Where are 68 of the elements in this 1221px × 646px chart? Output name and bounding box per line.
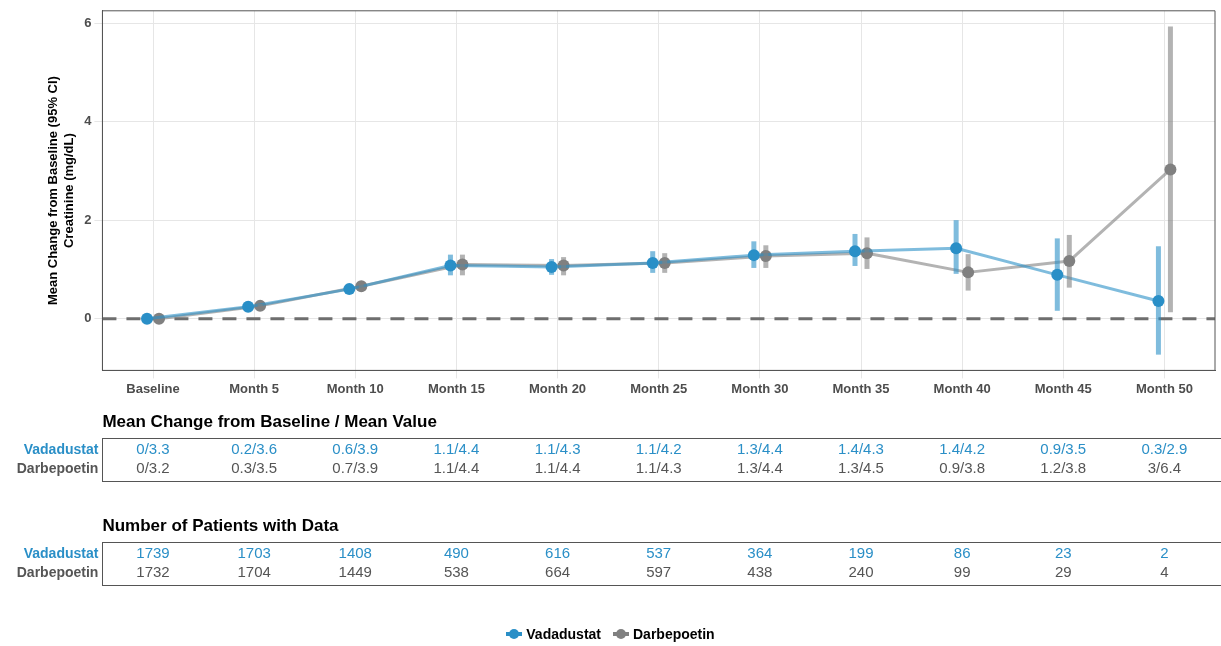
data-label: 1.2/3.8 (1040, 459, 1087, 476)
x-tick-label: Month 50 (1135, 380, 1193, 396)
y-axis-title: Mean Change from Baseline (95% CI) Creatinine (mg/dL) (45, 76, 76, 306)
y-tick-label: 4 (84, 113, 93, 129)
text: Number of Patients with Data (102, 516, 339, 536)
text: 1408 (338, 544, 372, 561)
text: Mean Change from Baseline / Mean Value (102, 412, 437, 432)
text: 99 (953, 563, 971, 580)
text: Vadadustat (23, 545, 99, 561)
text: 537 (646, 544, 672, 561)
x-tick-label: Month 30 (731, 380, 789, 396)
text: 1703 (237, 544, 271, 561)
data-label: 1.3/4.5 (838, 459, 884, 476)
legend-label: Darbepoetin (633, 626, 715, 642)
x-tick-label: Month 5 (229, 380, 280, 396)
text: Vadadustat (23, 441, 99, 457)
text: 490 (443, 544, 469, 561)
data-label: 0.2/3.6 (231, 440, 278, 457)
text: 364 (747, 544, 773, 561)
x-tick-label: Month 10 (326, 380, 384, 396)
y-tick-label: 6 (84, 14, 92, 30)
data-label: 0.9/3.8 (939, 459, 986, 476)
data-label: 0/3.3 (136, 440, 170, 457)
data-label: 0.9/3.5 (1040, 440, 1087, 457)
text: 240 (848, 563, 874, 580)
y-tick-label: 0 (84, 310, 92, 326)
x-tick-label: Baseline (126, 380, 180, 396)
text: 2 (1160, 544, 1169, 561)
legend-label: Vadadustat (526, 626, 601, 642)
data-label: 1.1/4.4 (534, 459, 581, 476)
text: 1449 (338, 563, 372, 580)
text: 1704 (237, 563, 271, 580)
x-tick-label: Month 25 (630, 380, 688, 396)
text: 664 (545, 563, 571, 580)
data-label: 1.1/4.4 (433, 440, 480, 457)
text: 1732 (136, 563, 170, 580)
data-label: 1.1/4.3 (534, 440, 581, 457)
text: 29 (1054, 563, 1072, 580)
text: Darbepoetin (16, 564, 99, 580)
data-label: 1.1/4.2 (635, 440, 682, 457)
x-tick-label: Month 35 (832, 380, 890, 396)
x-tick-label: Month 40 (933, 380, 991, 396)
data-label: 3/6.4 (1147, 459, 1182, 476)
data-label: 0.7/3.9 (332, 459, 379, 476)
data-label: 0.3/3.5 (231, 459, 278, 476)
text: 86 (953, 544, 971, 561)
data-label: 1.3/4.4 (736, 440, 783, 457)
text: 199 (848, 544, 874, 561)
text: 538 (443, 563, 469, 580)
data-label: 0/3.2 (136, 459, 170, 476)
y-tick-label: 2 (84, 211, 92, 227)
x-tick-label: Month 15 (427, 380, 485, 396)
text: 23 (1054, 544, 1072, 561)
text: 438 (747, 563, 773, 580)
x-tick-label: Month 20 (529, 380, 587, 396)
text: 4 (1160, 563, 1169, 580)
text: 616 (545, 544, 571, 561)
data-label: 0.6/3.9 (332, 440, 379, 457)
data-label: 1.1/4.4 (433, 459, 480, 476)
text: 597 (646, 563, 672, 580)
data-label: 1.3/4.4 (736, 459, 783, 476)
data-label: 0.3/2.9 (1141, 440, 1188, 457)
text: Darbepoetin (16, 460, 99, 476)
text: 1739 (136, 544, 170, 561)
x-tick-label: Month 45 (1034, 380, 1092, 396)
data-label: 1.4/4.2 (939, 440, 986, 457)
data-label: 1.1/4.3 (635, 459, 682, 476)
data-label: 1.4/4.3 (838, 440, 884, 457)
